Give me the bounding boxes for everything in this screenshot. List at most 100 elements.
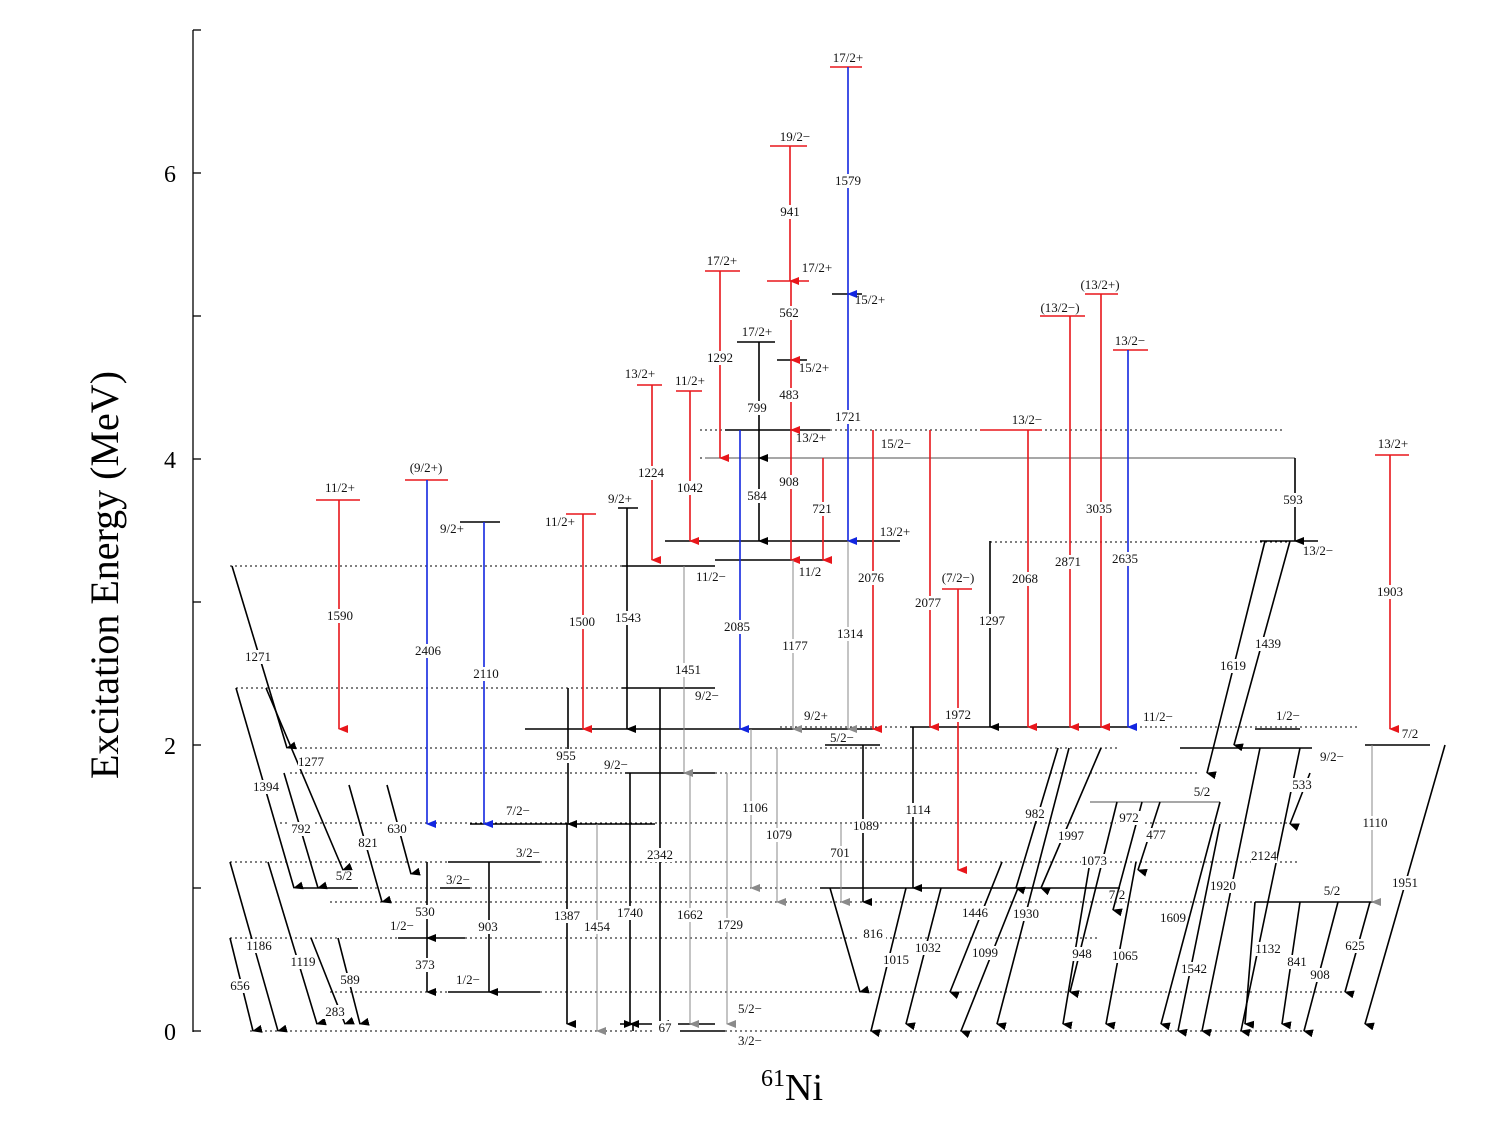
transition-energy-label: 1542	[1181, 961, 1207, 976]
transition-energy-label: 1106	[742, 800, 768, 815]
transition-energy-label: 841	[1287, 954, 1307, 969]
transition-label-bg	[1255, 942, 1281, 956]
level-spin-label: 5/2−	[738, 1001, 762, 1016]
level-spin-label: 17/2+	[742, 324, 772, 339]
transition-label-bg	[617, 906, 643, 920]
transition-label-bg	[337, 973, 363, 987]
transition-label-bg	[415, 644, 441, 658]
y-tick-label: 4	[164, 448, 176, 474]
transition-label-bg	[227, 979, 253, 993]
gamma-transition-arrow	[265, 687, 353, 871]
level-spin-label: 5/2	[336, 868, 353, 883]
transition-label-bg	[1362, 816, 1388, 830]
transition-label-bg	[1012, 572, 1038, 586]
transition-label-bg	[853, 819, 879, 833]
transition-energy-label: 1451	[675, 662, 701, 677]
transition-energy-label: 903	[478, 919, 498, 934]
transition-energy-label: 2342	[647, 847, 673, 862]
transition-energy-label: 1119	[290, 954, 315, 969]
transition-label-bg	[1392, 876, 1418, 890]
transition-label-bg	[584, 920, 610, 934]
level-spin-label: 9/2+	[608, 491, 632, 506]
transition-label-bg	[675, 663, 701, 677]
transition-label-bg	[782, 639, 808, 653]
transition-label-bg	[1210, 879, 1236, 893]
transition-energy-label: 1903	[1377, 584, 1403, 599]
level-spin-label: 7/2−	[506, 803, 530, 818]
transition-label-bg	[1112, 949, 1138, 963]
level-spin-label: 9/2−	[604, 757, 628, 772]
transition-label-bg	[327, 609, 353, 623]
gamma-transition-arrow	[1240, 747, 1301, 1037]
transition-energy-label: 1543	[615, 610, 641, 625]
gamma-transition-arrow	[267, 861, 327, 1026]
transition-energy-label: 1099	[972, 945, 998, 960]
transition-label-bg	[1116, 811, 1142, 825]
gamma-transition-arrow	[1040, 747, 1102, 896]
transition-energy-label: 1920	[1210, 878, 1236, 893]
transition-energy-label: 1065	[1112, 948, 1138, 963]
transition-energy-label: 2077	[915, 595, 942, 610]
transition-energy-label: 373	[415, 957, 435, 972]
transition-label-bg	[905, 803, 931, 817]
transition-energy-label: 1662	[677, 907, 703, 922]
gamma-transitions	[229, 67, 1446, 1039]
level-spin-label: 7/2	[1109, 887, 1126, 902]
transition-energy-label: 3035	[1086, 501, 1112, 516]
transition-label-bg	[979, 614, 1005, 628]
transition-label-bg	[717, 918, 743, 932]
level-spin-label: 1/2−	[390, 918, 414, 933]
level-spin-label: 9/2+	[804, 708, 828, 723]
transition-label-bg	[1055, 555, 1081, 569]
transition-label-bg	[837, 627, 863, 641]
transition-energy-label: 982	[1025, 806, 1045, 821]
level-spin-label: 7/2	[1402, 726, 1419, 741]
transition-label-bg	[776, 388, 802, 402]
transition-energy-label: 1930	[1013, 906, 1039, 921]
transition-energy-label: 955	[556, 748, 576, 763]
transition-energy-label: 2076	[858, 570, 885, 585]
transition-energy-label: 908	[779, 474, 799, 489]
transition-energy-label: 530	[415, 904, 435, 919]
transition-energy-label: 821	[358, 835, 378, 850]
gamma-transition-arrow	[1303, 901, 1339, 1038]
y-axis-title: Excitation Energy (MeV)	[82, 371, 127, 779]
level-spin-label: 15/2+	[855, 292, 885, 307]
y-axis: 0 2 4 6 Excitation Energy (MeV)	[82, 29, 201, 1046]
transition-label-bg	[553, 749, 579, 763]
transition-energy-label: 1439	[1255, 636, 1281, 651]
level-spin-label: 11/2+	[325, 480, 355, 495]
level-spin-label: 13/2−	[1303, 543, 1333, 558]
dotted-level-lines	[230, 429, 1360, 1032]
gamma-transition-arrow	[1160, 801, 1221, 1031]
level-spin-label: (7/2−)	[942, 570, 975, 585]
level-spin-label: 17/2+	[707, 253, 737, 268]
transition-energy-label: 1277	[298, 754, 325, 769]
transition-energy-label: 1314	[837, 626, 864, 641]
transition-energy-label: 1292	[707, 350, 733, 365]
transition-label-bg	[412, 905, 438, 919]
transition-energy-label: 1073	[1081, 853, 1107, 868]
transition-energy-label: 1224	[638, 465, 665, 480]
transition-energy-label: 792	[291, 821, 311, 836]
transition-label-bg	[253, 780, 279, 794]
element-symbol: Ni	[785, 1067, 823, 1109]
gamma-transition-arrow	[1206, 540, 1266, 780]
level-spin-label: 11/2−	[696, 569, 726, 584]
transition-energy-label: 2871	[1055, 554, 1081, 569]
transition-energy-label: 1387	[554, 908, 581, 923]
transition-label-bg	[1022, 807, 1048, 821]
level-spin-label: 13/2+	[796, 430, 826, 445]
transition-label-bg	[1377, 585, 1403, 599]
gamma-transition-arrow	[1244, 901, 1256, 1029]
transition-energy-label: 799	[747, 400, 767, 415]
transition-energy-label: 1042	[677, 480, 703, 495]
transition-label-bg	[776, 475, 802, 489]
transition-energy-label: 67	[659, 1020, 673, 1035]
transition-label-bg	[915, 596, 941, 610]
gamma-transition-arrow	[1177, 823, 1221, 1037]
level-spin-label: (13/2−)	[1040, 300, 1079, 315]
transition-label-bg	[298, 755, 324, 769]
transition-energy-label: 1079	[766, 827, 792, 842]
transition-energy-label: 1271	[245, 649, 271, 664]
